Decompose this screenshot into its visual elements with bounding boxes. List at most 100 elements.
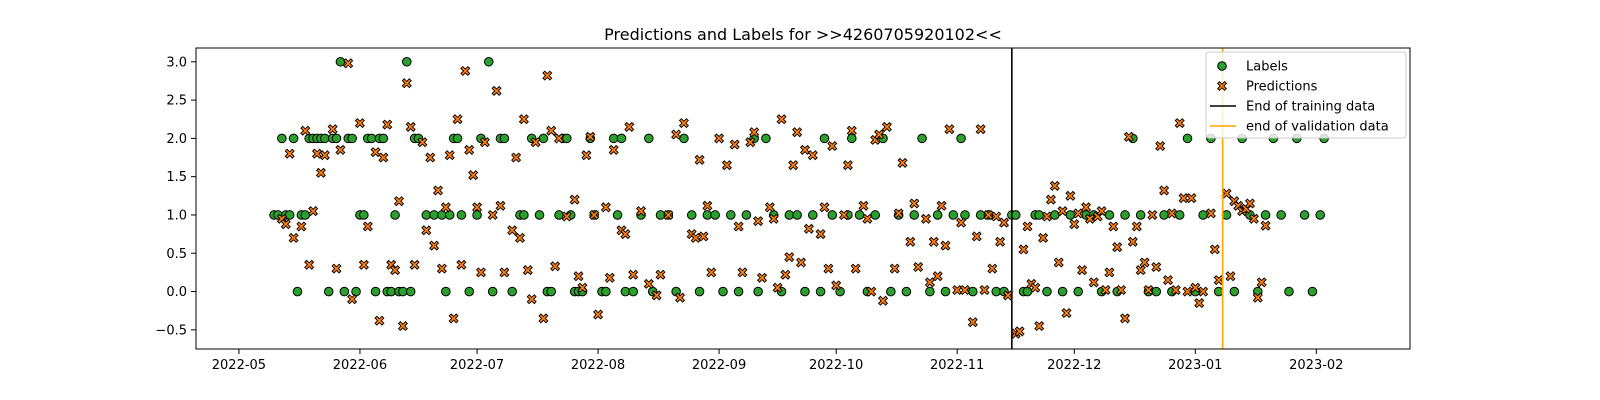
label-point: [1284, 286, 1294, 297]
label-point: [1174, 210, 1185, 220]
prediction-point: [959, 284, 971, 296]
label-point: [901, 286, 912, 297]
x-tick-label: 2022-12: [1047, 358, 1101, 373]
prediction-point: [526, 294, 537, 305]
prediction-point: [952, 284, 963, 296]
prediction-point: [628, 269, 639, 280]
label-point: [601, 286, 611, 297]
label-point: [612, 210, 623, 220]
prediction-point: [304, 259, 315, 270]
label-point: [534, 210, 545, 220]
prediction-point: [522, 265, 533, 276]
label-point: [452, 133, 463, 144]
prediction-point: [753, 216, 764, 227]
prediction-point: [877, 295, 889, 306]
prediction-point: [1248, 213, 1259, 224]
prediction-point: [405, 121, 416, 132]
prediction-point: [409, 259, 420, 270]
prediction-point: [600, 202, 611, 213]
prediction-point: [721, 160, 732, 171]
prediction-point: [472, 202, 483, 213]
prediction-point: [573, 271, 584, 282]
label-point: [1315, 210, 1326, 220]
prediction-point: [858, 200, 869, 211]
prediction-point: [706, 267, 717, 278]
plot-inner: [269, 48, 1329, 349]
legend-box: [1205, 51, 1407, 139]
label-point: [1022, 286, 1033, 297]
prediction-point: [1112, 242, 1123, 253]
label-point: [948, 210, 959, 220]
prediction-point: [624, 121, 635, 132]
y-tick-label: 1.0: [166, 208, 187, 223]
label-point: [741, 210, 752, 220]
prediction-point: [655, 269, 666, 280]
prediction-point: [397, 320, 408, 332]
prediction-point: [881, 121, 892, 132]
prediction-point: [1159, 185, 1170, 196]
prediction-point: [495, 200, 506, 211]
prediction-point: [1139, 257, 1150, 268]
prediction-point: [440, 202, 451, 213]
label-point: [538, 133, 549, 144]
prediction-point: [1252, 292, 1263, 303]
prediction-point: [448, 313, 459, 324]
prediction-point: [756, 272, 768, 283]
prediction-point: [690, 232, 701, 243]
prediction-point: [838, 209, 850, 221]
prediction-point: [807, 150, 818, 161]
prediction-point: [1186, 193, 1197, 204]
label-point: [1182, 133, 1193, 144]
x-tick-label: 2022-08: [571, 358, 625, 373]
label-point: [710, 210, 720, 220]
prediction-point: [1198, 286, 1209, 297]
label-point: [456, 210, 467, 220]
prediction-point: [362, 221, 373, 232]
prediction-point: [975, 124, 986, 135]
prediction-point: [1038, 232, 1049, 243]
prediction-point: [944, 124, 955, 135]
prediction-point: [1053, 257, 1064, 268]
y-tick-label: 0.0: [166, 285, 187, 300]
prediction-point: [995, 236, 1006, 247]
prediction-point: [1057, 206, 1068, 217]
prediction-point: [780, 269, 791, 280]
prediction-point: [1088, 277, 1099, 288]
prediction-point: [1194, 297, 1205, 309]
x-tick-label: 2022-11: [930, 358, 984, 373]
prediction-point: [729, 139, 740, 150]
label-point: [331, 133, 342, 144]
prediction-point: [1170, 284, 1181, 296]
prediction-point: [1155, 140, 1166, 152]
x-tick-label: 2022-09: [692, 358, 746, 373]
prediction-point: [803, 223, 814, 234]
x-tick-label: 2023-02: [1289, 358, 1343, 373]
label-point: [686, 210, 697, 220]
prediction-point: [924, 277, 935, 288]
prediction-point: [452, 114, 463, 125]
legend-label: End of training data: [1246, 100, 1375, 115]
x-tick-label: 2022-07: [450, 358, 504, 373]
prediction-point: [651, 290, 662, 301]
prediction-point: [382, 119, 393, 130]
label-point: [1198, 210, 1208, 220]
label-point: [1049, 210, 1060, 220]
label-point: [323, 286, 334, 297]
prediction-point: [546, 125, 557, 136]
prediction-point: [694, 154, 705, 165]
label-point: [644, 133, 654, 144]
y-tick-label: 0.5: [166, 247, 187, 262]
label-point: [956, 133, 966, 144]
prediction-point: [569, 194, 580, 205]
prediction-point: [280, 219, 291, 230]
prediction-point: [987, 263, 998, 274]
prediction-point: [784, 252, 795, 263]
label-point: [1229, 286, 1240, 297]
prediction-point: [421, 225, 432, 236]
prediction-point: [635, 206, 647, 217]
chart-title: Predictions and Labels for >>42607059201…: [604, 25, 1002, 44]
prediction-point: [284, 148, 295, 159]
label-point: [761, 133, 771, 144]
prediction-point: [1123, 131, 1134, 142]
